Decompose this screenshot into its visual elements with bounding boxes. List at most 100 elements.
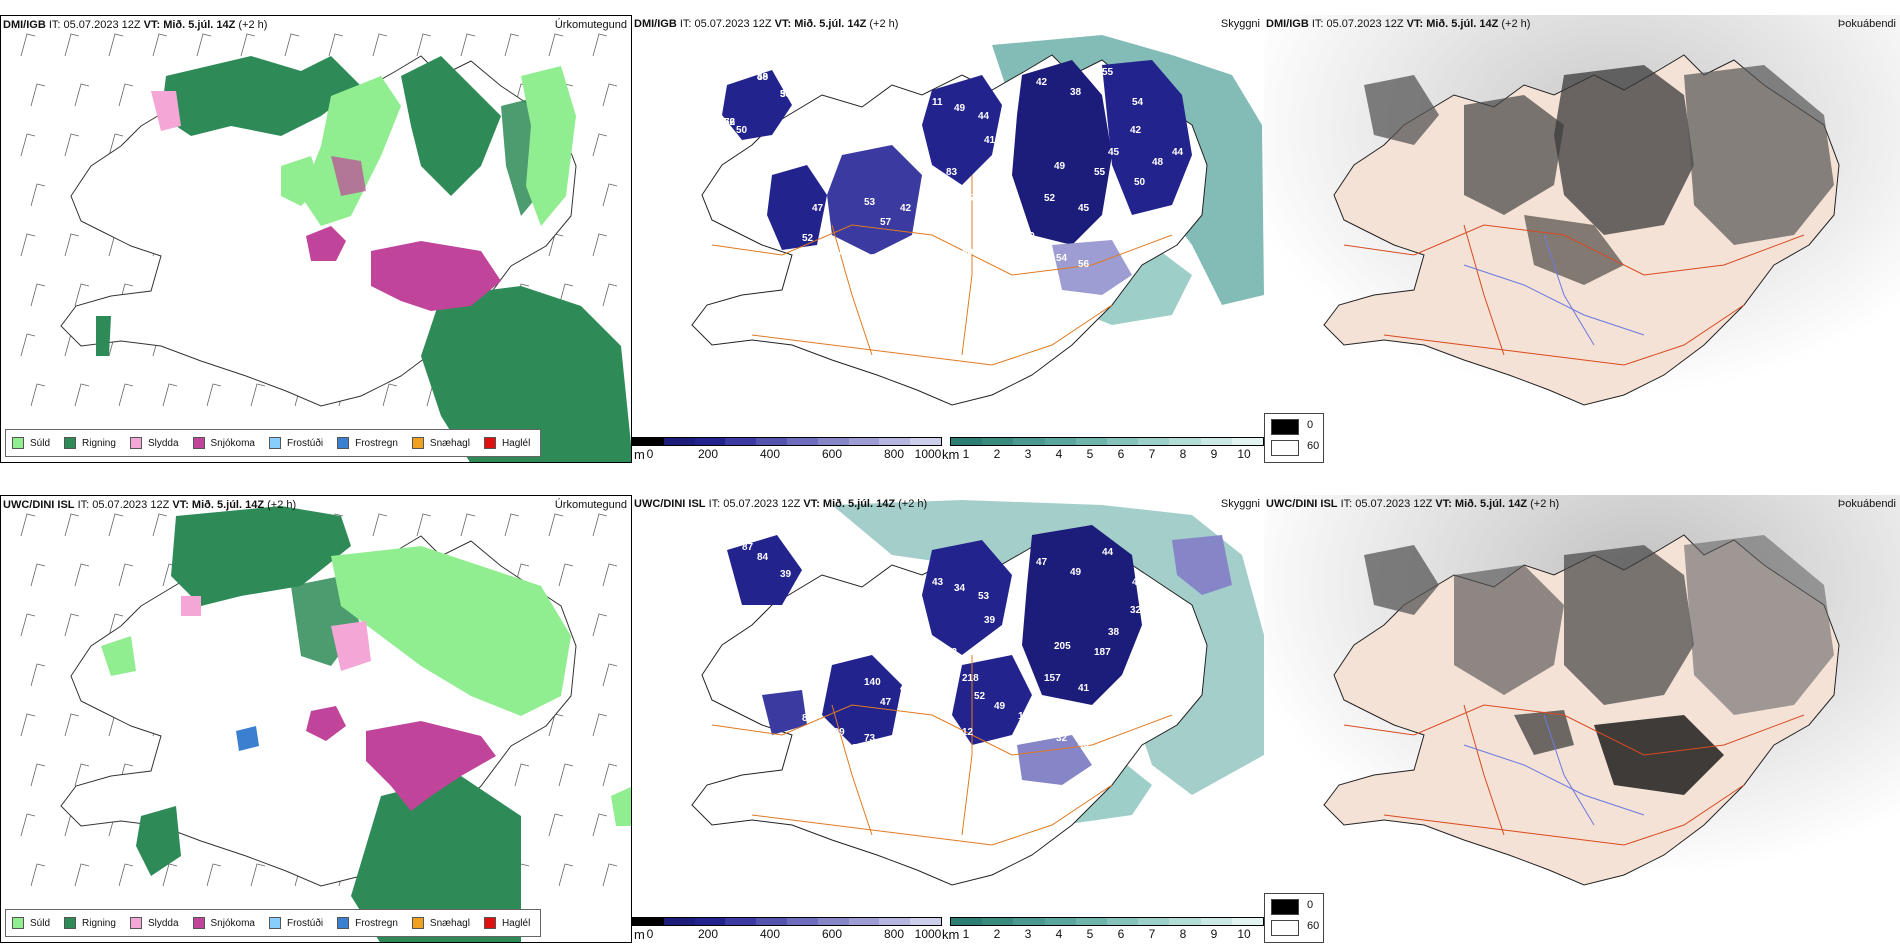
legend-label: Haglél (501, 917, 531, 929)
visibility-value-label: 44 (1172, 147, 1184, 158)
visibility-value-label: 52 (1044, 193, 1056, 204)
km-tick: 5 (1086, 927, 1094, 941)
wind-barb (30, 383, 46, 407)
visibility-value-label: 45 (1078, 203, 1090, 214)
visibility-value-label: 51 (974, 211, 986, 222)
wind-barb (74, 763, 90, 787)
visibility-value-label: 50 (736, 125, 748, 136)
init-time: IT: 05.07.2023 12Z (708, 498, 801, 510)
wind-barb (30, 83, 46, 107)
precip-type-map-dmi: DMI/IGB IT: 05.07.2023 12Z VT: Mið. 5.jú… (0, 15, 632, 463)
fog-key-dark-label: 0 (1307, 419, 1314, 431)
model-name: UWC/DINI ISL (634, 498, 706, 510)
legend-label: Frostúði (286, 437, 324, 449)
visibility-value-label: 84 (757, 552, 769, 563)
legend-swatch (337, 437, 350, 449)
wind-barb (206, 863, 222, 887)
wind-barb (602, 863, 618, 887)
visibility-value-label: 53 (978, 591, 990, 602)
field-name: Skyggni (1220, 18, 1260, 30)
legend-item: Frostregn (337, 437, 398, 449)
wind-barb (118, 563, 134, 587)
low-visibility-areas (727, 525, 1232, 785)
visibility-value-label: 42 (900, 203, 912, 214)
wind-barb (30, 183, 46, 207)
wind-barb (558, 283, 574, 307)
visibility-value-label: 49 (757, 72, 769, 83)
visibility-value-label: 48 (822, 127, 834, 138)
wind-barb (602, 283, 618, 307)
legend-label: Frostregn (355, 437, 398, 449)
meters-tick: 400 (759, 447, 781, 461)
visibility-value-label: 32 (1172, 627, 1184, 638)
legend-item: Rigning (64, 437, 116, 449)
meters-tick: 1000 (914, 927, 942, 941)
rivers (1463, 714, 1645, 826)
init-time: IT: 05.07.2023 12Z (1340, 498, 1433, 510)
visibility-value-label: 53 (864, 197, 876, 208)
visibility-value-label: 47 (880, 697, 892, 708)
visibility-map-dmi: 10 58 58 72 50 48 11 49 44 41 42 38 55 54 42 45 55 49 52 45… (632, 15, 1264, 463)
valid-time: Mið. 5.júl. 14Z (1426, 18, 1499, 30)
visibility-value-label: 42 (1130, 125, 1142, 136)
visibility-value-label: 34 (954, 583, 966, 594)
legend-item: Snjókoma (192, 437, 255, 449)
visibility-value-label: 11 (932, 97, 943, 108)
fog-index-map-canvas (1264, 495, 1900, 943)
visibility-value-label: 87 (742, 542, 754, 553)
legend-item: Snæhagl (411, 917, 470, 929)
wind-barb (108, 133, 124, 157)
wind-barb (592, 233, 608, 257)
km-unit: km (942, 927, 960, 942)
visibility-value-label: 62 (1110, 697, 1122, 708)
km-tick: 9 (1210, 447, 1218, 461)
visibility-value-label: 58 (780, 89, 792, 100)
legend-label: Slydda (147, 917, 179, 929)
wind-barb (64, 513, 80, 537)
wind-barb (548, 33, 564, 57)
lead-time: (+2 h) (898, 498, 928, 510)
wind-barb (74, 563, 90, 587)
km-tick: 4 (1055, 447, 1063, 461)
rain-areas (161, 56, 631, 462)
km-tick: 5 (1086, 447, 1094, 461)
legend-item: Snæhagl (411, 437, 470, 449)
visibility-value-label: 54 (1056, 253, 1068, 264)
legend-swatch (192, 917, 205, 929)
lead-time: (+2 h) (869, 18, 899, 30)
km-tick: 1 (962, 927, 970, 941)
visibility-value-label: 47 (944, 737, 956, 748)
km-colorbar (950, 917, 1264, 926)
visibility-value-label: 49 (954, 103, 966, 114)
fog-index-map-canvas (1264, 15, 1900, 463)
visibility-value-label: 50 (1134, 177, 1146, 188)
lead-time: (+2 h) (267, 499, 297, 511)
field-name: Úrkomutegund (554, 499, 627, 511)
visibility-value-label: 65 (944, 257, 956, 268)
meters-tick: 800 (883, 447, 905, 461)
visibility-value-label: 38 (1070, 87, 1082, 98)
init-time: IT: 05.07.2023 12Z (679, 18, 772, 30)
model-name: DMI/IGB (1266, 18, 1309, 30)
visibility-value-label: 83 (946, 167, 958, 178)
lead-time: (+2 h) (238, 19, 268, 31)
visibility-value-label: 66 (1040, 239, 1052, 250)
km-tick: 2 (993, 447, 1001, 461)
km-tick: 3 (1024, 927, 1032, 941)
wind-barb (196, 33, 212, 57)
field-name: Þokuábendi (1837, 18, 1896, 30)
legend-swatch (268, 437, 281, 449)
visibility-value-label: 62 (894, 749, 906, 760)
panel-title: DMI/IGB IT: 05.07.2023 12Z VT: Mið. 5.jú… (3, 19, 267, 31)
valid-label: VT: (1406, 18, 1424, 30)
visibility-value-label: 39 (780, 569, 792, 580)
meters-tick: 0 (646, 447, 654, 461)
legend-label: Rigning (82, 437, 116, 449)
field-name: Úrkomutegund (554, 19, 627, 31)
drizzle-areas (101, 546, 631, 826)
visibility-value-label: 56 (1110, 217, 1122, 228)
fog-key: 0 60 (1264, 893, 1324, 943)
init-time: IT: 05.07.2023 12Z (48, 19, 141, 31)
km-tick: 8 (1179, 927, 1187, 941)
wind-barb (382, 383, 398, 407)
